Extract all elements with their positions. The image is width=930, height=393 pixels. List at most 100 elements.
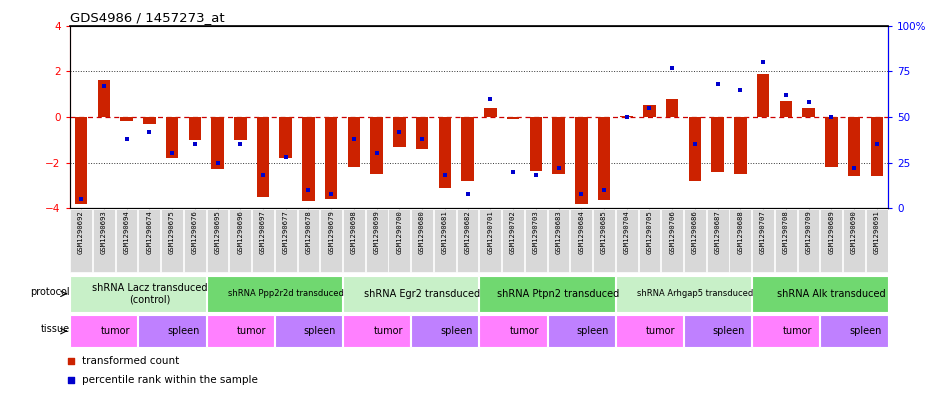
- FancyBboxPatch shape: [479, 315, 547, 347]
- Point: [711, 81, 725, 87]
- Point: [846, 165, 861, 171]
- FancyBboxPatch shape: [593, 209, 615, 272]
- FancyBboxPatch shape: [343, 209, 365, 272]
- Text: GSM1290684: GSM1290684: [578, 210, 584, 254]
- Point: [801, 99, 816, 105]
- FancyBboxPatch shape: [70, 315, 138, 347]
- Bar: [189, 117, 201, 140]
- Text: GSM1290706: GSM1290706: [670, 210, 675, 254]
- FancyBboxPatch shape: [502, 209, 524, 272]
- Text: GDS4986 / 1457273_at: GDS4986 / 1457273_at: [70, 11, 224, 24]
- Bar: [529, 117, 542, 171]
- Bar: [439, 117, 451, 188]
- Text: tumor: tumor: [646, 326, 675, 336]
- Bar: [257, 117, 269, 197]
- Point: [165, 150, 179, 156]
- Text: GSM1290698: GSM1290698: [351, 210, 357, 254]
- Text: GSM1290679: GSM1290679: [328, 210, 334, 254]
- Text: GSM1290676: GSM1290676: [192, 210, 198, 254]
- Text: GSM1290680: GSM1290680: [419, 210, 425, 254]
- FancyBboxPatch shape: [206, 276, 342, 312]
- Text: GSM1290695: GSM1290695: [215, 210, 220, 254]
- Point: [278, 154, 293, 160]
- Text: tumor: tumor: [373, 326, 403, 336]
- Text: tissue: tissue: [41, 325, 70, 334]
- FancyBboxPatch shape: [70, 209, 92, 272]
- FancyBboxPatch shape: [661, 209, 684, 272]
- Bar: [552, 117, 565, 174]
- Bar: [143, 117, 155, 124]
- FancyBboxPatch shape: [434, 209, 456, 272]
- Point: [369, 150, 384, 156]
- Text: spleen: spleen: [303, 326, 336, 336]
- Point: [301, 187, 316, 193]
- FancyBboxPatch shape: [139, 315, 206, 347]
- Bar: [711, 117, 724, 172]
- Text: GSM1290691: GSM1290691: [874, 210, 880, 254]
- Bar: [825, 117, 838, 167]
- Text: shRNA Arhgap5 transduced: shRNA Arhgap5 transduced: [637, 289, 753, 298]
- Point: [642, 105, 657, 111]
- FancyBboxPatch shape: [161, 209, 183, 272]
- Bar: [211, 117, 224, 169]
- FancyBboxPatch shape: [252, 209, 274, 272]
- Point: [506, 169, 521, 175]
- Point: [528, 172, 543, 178]
- Text: GSM1290682: GSM1290682: [465, 210, 471, 254]
- Bar: [279, 117, 292, 158]
- Text: GSM1290675: GSM1290675: [169, 210, 175, 254]
- Bar: [166, 117, 179, 158]
- FancyBboxPatch shape: [548, 209, 569, 272]
- FancyBboxPatch shape: [343, 276, 479, 312]
- Text: GSM1290678: GSM1290678: [305, 210, 312, 254]
- FancyBboxPatch shape: [230, 209, 251, 272]
- Text: spleen: spleen: [440, 326, 472, 336]
- Point: [97, 83, 112, 89]
- FancyBboxPatch shape: [639, 209, 660, 272]
- Text: tumor: tumor: [782, 326, 812, 336]
- Point: [870, 141, 884, 147]
- Text: GSM1290692: GSM1290692: [78, 210, 84, 254]
- Text: GSM1290705: GSM1290705: [646, 210, 653, 254]
- Bar: [666, 99, 678, 117]
- Point: [486, 288, 501, 294]
- Text: GSM1290677: GSM1290677: [283, 210, 288, 254]
- Text: GSM1290674: GSM1290674: [146, 210, 153, 254]
- Text: shRNA Lacz transduced
(control): shRNA Lacz transduced (control): [91, 283, 207, 305]
- Bar: [575, 117, 588, 204]
- Bar: [803, 108, 815, 117]
- Text: spleen: spleen: [577, 326, 609, 336]
- FancyBboxPatch shape: [729, 209, 751, 272]
- Text: spleen: spleen: [167, 326, 200, 336]
- Text: GSM1290688: GSM1290688: [737, 210, 743, 254]
- Text: protocol: protocol: [31, 287, 70, 297]
- FancyBboxPatch shape: [115, 209, 138, 272]
- Bar: [734, 117, 747, 174]
- Bar: [416, 117, 429, 149]
- Text: GSM1290700: GSM1290700: [396, 210, 403, 254]
- Text: GSM1290696: GSM1290696: [237, 210, 244, 254]
- FancyBboxPatch shape: [411, 315, 479, 347]
- Point: [733, 86, 748, 93]
- Text: GSM1290690: GSM1290690: [851, 210, 857, 254]
- Text: GSM1290689: GSM1290689: [829, 210, 834, 254]
- Point: [756, 59, 771, 65]
- Text: GSM1290703: GSM1290703: [533, 210, 538, 254]
- FancyBboxPatch shape: [274, 315, 342, 347]
- FancyBboxPatch shape: [139, 209, 160, 272]
- Point: [437, 172, 452, 178]
- Point: [483, 95, 498, 102]
- Text: spleen: spleen: [712, 326, 745, 336]
- Bar: [370, 117, 383, 174]
- Text: GSM1290708: GSM1290708: [783, 210, 789, 254]
- Point: [392, 129, 406, 135]
- Text: shRNA Egr2 transduced: shRNA Egr2 transduced: [364, 289, 480, 299]
- FancyBboxPatch shape: [616, 209, 638, 272]
- FancyBboxPatch shape: [298, 209, 319, 272]
- FancyBboxPatch shape: [866, 209, 888, 272]
- FancyBboxPatch shape: [343, 315, 410, 347]
- Point: [73, 196, 88, 202]
- FancyBboxPatch shape: [616, 276, 751, 312]
- Bar: [98, 80, 110, 117]
- FancyBboxPatch shape: [206, 209, 229, 272]
